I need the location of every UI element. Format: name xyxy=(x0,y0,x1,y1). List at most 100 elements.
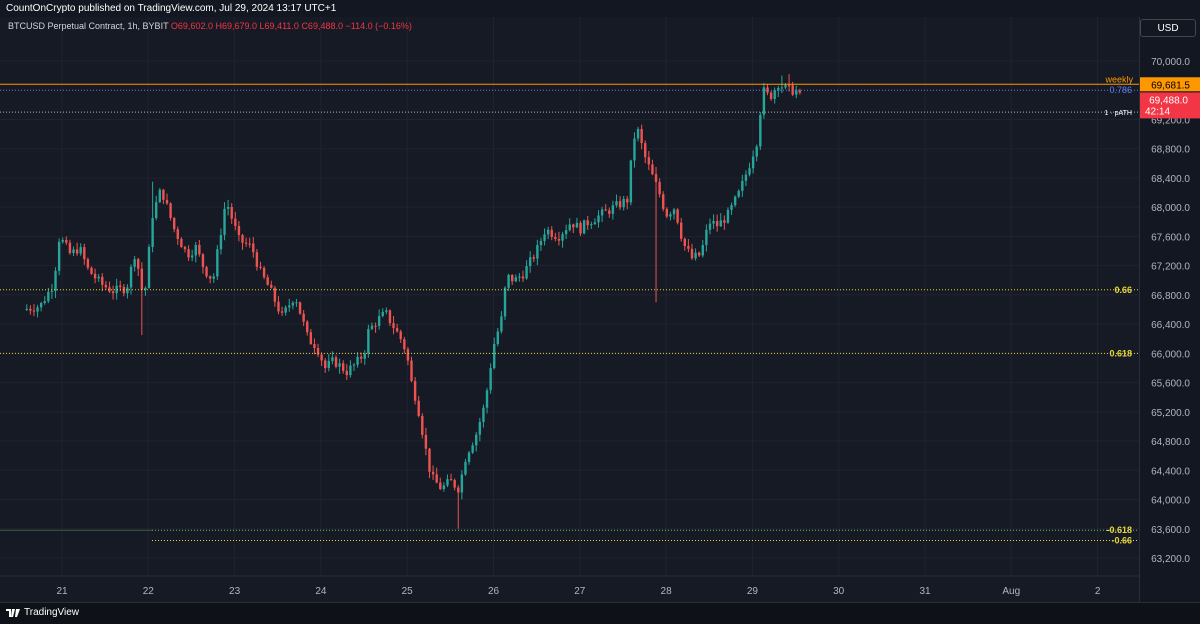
candle-body xyxy=(93,273,97,279)
candle xyxy=(108,281,111,294)
candle xyxy=(176,226,179,245)
candle xyxy=(370,322,374,331)
candle-body xyxy=(316,348,320,355)
candle-body xyxy=(381,311,384,317)
candle-body xyxy=(298,302,302,314)
candle xyxy=(158,187,162,204)
candle-body xyxy=(572,224,575,228)
candle xyxy=(327,354,331,372)
candle-body xyxy=(226,206,230,209)
candle xyxy=(536,239,539,266)
candle-body xyxy=(421,415,424,435)
candle-body xyxy=(726,209,730,223)
y-tick-label: 68,000.0 xyxy=(1151,203,1190,214)
candle xyxy=(277,296,280,315)
candle-body xyxy=(403,339,406,350)
candle-body xyxy=(546,229,550,235)
candle xyxy=(683,237,686,251)
candle-body xyxy=(557,238,561,241)
candle-body xyxy=(629,160,633,203)
candle xyxy=(647,150,651,171)
candle xyxy=(349,360,352,378)
candle xyxy=(410,356,413,383)
candle xyxy=(255,249,259,271)
candle xyxy=(126,284,129,299)
candle-body xyxy=(528,257,532,267)
candle xyxy=(543,228,546,246)
y-tick-label: 65,200.0 xyxy=(1151,408,1190,419)
candle xyxy=(237,221,241,242)
candle xyxy=(226,199,230,216)
candle xyxy=(104,281,108,290)
candle xyxy=(658,178,661,198)
candle xyxy=(568,218,571,232)
candle xyxy=(532,254,535,262)
candle-body xyxy=(568,224,571,231)
candle xyxy=(550,226,553,241)
candle xyxy=(345,364,348,380)
weekly-price-tag xyxy=(1140,77,1200,92)
candle xyxy=(298,301,302,315)
candle xyxy=(798,88,802,95)
current-price-countdown: 42:14 xyxy=(1145,106,1170,117)
candle xyxy=(93,268,97,284)
candle-body xyxy=(780,87,784,89)
candle xyxy=(54,267,57,298)
candle-body xyxy=(586,220,589,226)
candle xyxy=(320,352,323,366)
candle-body xyxy=(593,222,597,225)
candle xyxy=(316,343,320,358)
candle xyxy=(575,217,579,229)
candle-body xyxy=(579,222,582,234)
candle-body xyxy=(367,328,370,354)
candle-body xyxy=(467,452,471,462)
candle-body xyxy=(651,164,654,175)
candle xyxy=(147,244,151,289)
candle xyxy=(561,231,564,248)
legend-low: L69,411.0 xyxy=(259,21,299,31)
candle xyxy=(730,202,733,215)
level-label-weekly: weekly xyxy=(1104,74,1133,84)
candle-body xyxy=(503,287,507,317)
level-label-0786: 0.786 xyxy=(1109,85,1132,95)
candle-body xyxy=(115,285,118,294)
candle xyxy=(223,202,226,241)
candle xyxy=(291,300,295,310)
candle xyxy=(503,286,507,321)
candle xyxy=(190,249,194,262)
candle xyxy=(554,232,557,242)
legend-symbol: BTCUSD Perpetual Contract, 1h, BYBIT xyxy=(8,21,169,31)
candle xyxy=(270,280,273,289)
candle-body xyxy=(377,316,381,326)
candle xyxy=(604,204,607,212)
candle xyxy=(590,221,593,230)
candle-body xyxy=(147,246,151,288)
candle-body xyxy=(140,268,144,290)
x-tick-label: 26 xyxy=(488,586,500,597)
candle-body xyxy=(345,370,348,376)
candle-body xyxy=(730,205,733,210)
candle xyxy=(43,296,46,305)
candle xyxy=(241,233,244,250)
candle-body xyxy=(744,174,748,181)
candle xyxy=(252,237,255,258)
candle xyxy=(446,474,449,488)
candle-body xyxy=(536,245,539,259)
candle xyxy=(510,274,514,285)
tradingview-logo[interactable]: TradingView xyxy=(6,607,79,618)
candle xyxy=(593,218,597,225)
candle xyxy=(262,266,266,280)
candle xyxy=(471,442,474,455)
candle-body xyxy=(640,128,643,144)
candle-body xyxy=(270,284,273,288)
candle xyxy=(453,478,456,491)
currency-button[interactable]: USD xyxy=(1140,19,1196,37)
candle xyxy=(352,363,356,372)
y-tick-label: 64,000.0 xyxy=(1151,496,1190,507)
candle xyxy=(507,273,510,292)
chart-area[interactable] xyxy=(0,17,1139,602)
candle-body xyxy=(212,276,215,279)
candle-body xyxy=(741,180,744,191)
candle-body xyxy=(662,194,665,209)
candle xyxy=(341,360,345,374)
